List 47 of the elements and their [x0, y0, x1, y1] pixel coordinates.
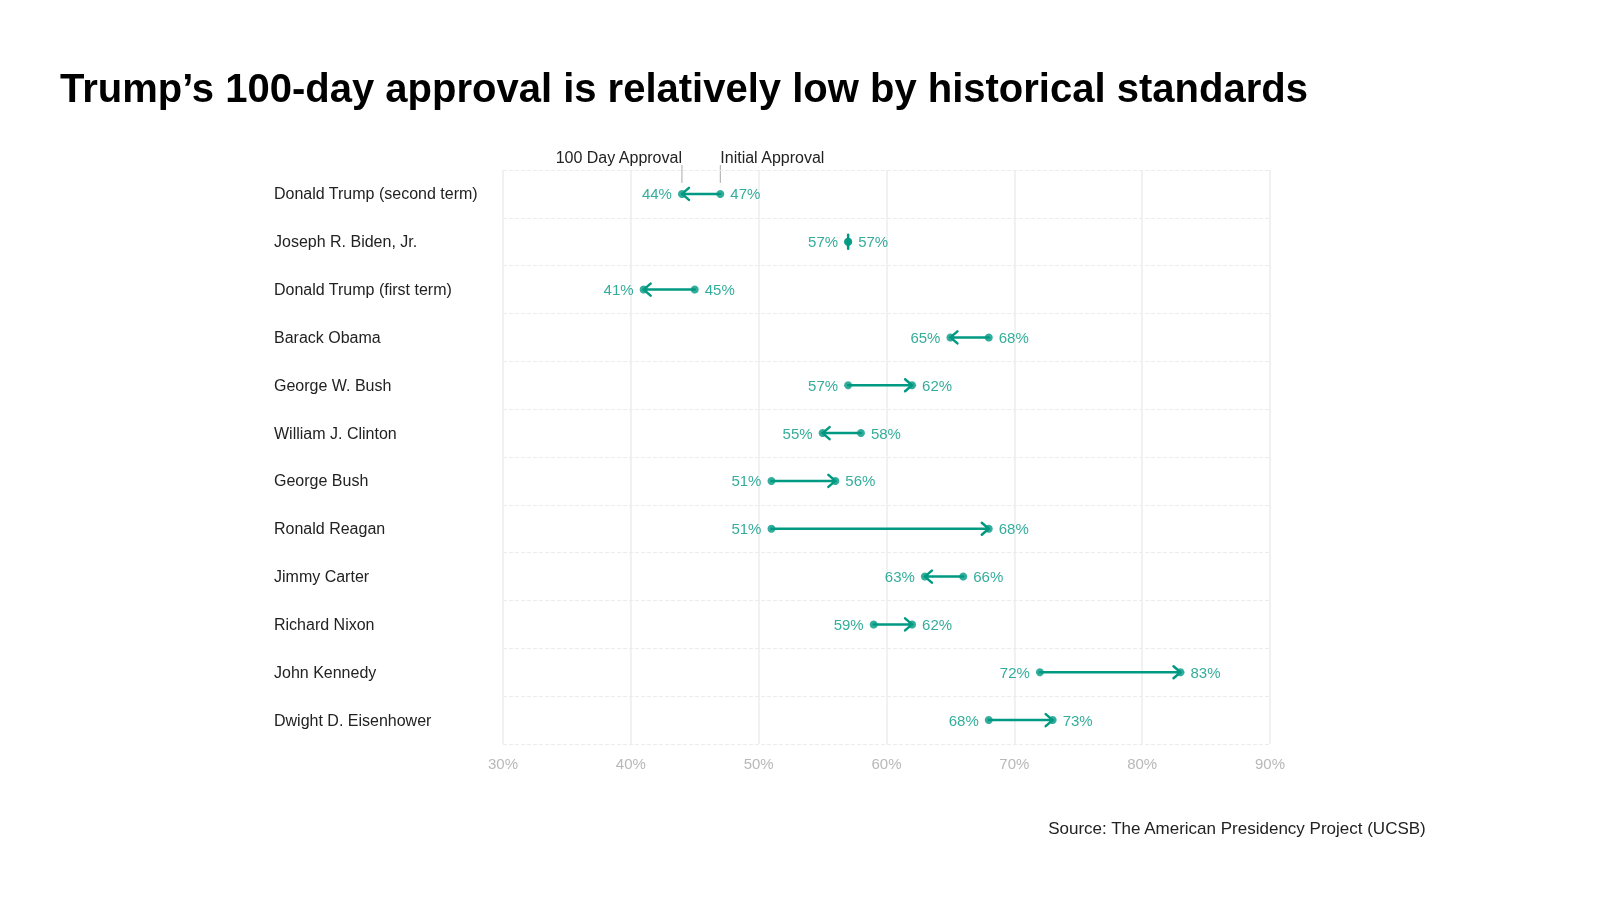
data-label: 57%	[808, 376, 839, 394]
y-tick-label: Joseph R. Biden, Jr.	[274, 233, 418, 251]
source-note: Source: The American Presidency Project (UCSB)	[1048, 819, 1426, 838]
series-label: 100 Day Approval	[555, 148, 682, 166]
data-label: 56%	[845, 472, 876, 490]
x-tick-label: 40%	[615, 755, 646, 772]
data-label: 66%	[973, 568, 1004, 586]
data-label: 51%	[731, 472, 762, 490]
data-label: 65%	[910, 328, 941, 346]
data-label: 45%	[704, 281, 735, 299]
chart-title: Trump’s 100-day approval is relatively low by historical standards	[60, 66, 1308, 110]
data-label: 68%	[948, 711, 979, 729]
y-tick-label: George W. Bush	[274, 376, 392, 394]
data-label: 47%	[730, 185, 761, 203]
data-label: 55%	[782, 424, 813, 442]
data-label: 57%	[858, 233, 889, 251]
x-tick-label: 70%	[999, 755, 1030, 772]
data-label: 68%	[998, 328, 1029, 346]
y-tick-label: Donald Trump (first term)	[274, 281, 452, 299]
data-label: 62%	[922, 376, 953, 394]
y-tick-label: Donald Trump (second term)	[274, 185, 478, 203]
data-label: 62%	[922, 615, 953, 633]
x-tick-label: 60%	[871, 755, 902, 772]
y-tick-label: George Bush	[274, 472, 369, 490]
x-tick-label: 90%	[1254, 755, 1286, 772]
x-tick-label: 50%	[743, 755, 774, 772]
y-tick-label: Dwight D. Eisenhower	[274, 711, 433, 729]
data-label: 68%	[998, 520, 1029, 538]
y-tick-label: Barack Obama	[274, 328, 381, 346]
x-tick-label: 30%	[487, 755, 519, 772]
data-label: 72%	[999, 663, 1030, 681]
x-tick-label: 80%	[1127, 755, 1158, 772]
data-label: 51%	[731, 520, 762, 538]
y-tick-label: Jimmy Carter	[274, 568, 370, 586]
data-label: 83%	[1190, 663, 1221, 681]
y-tick-label: Ronald Reagan	[274, 520, 386, 538]
y-tick-label: Richard Nixon	[274, 615, 375, 633]
series-label: Initial Approval	[720, 148, 825, 166]
data-label: 59%	[833, 615, 864, 633]
data-label: 63%	[884, 568, 915, 586]
data-label: 41%	[603, 281, 634, 299]
data-label: 73%	[1062, 711, 1093, 729]
y-tick-label: William J. Clinton	[274, 424, 397, 442]
data-label: 58%	[870, 424, 901, 442]
data-label: 57%	[808, 233, 839, 251]
y-tick-label: John Kennedy	[274, 663, 377, 681]
data-label: 44%	[641, 185, 672, 203]
